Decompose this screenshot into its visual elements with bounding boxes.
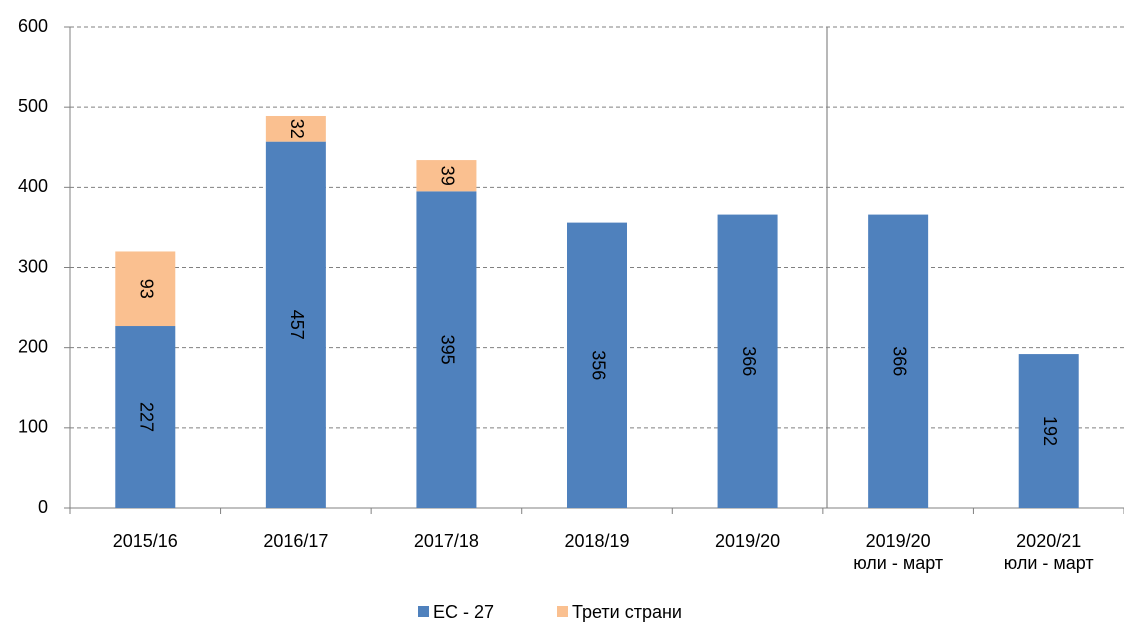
- data-label: 366: [889, 346, 909, 376]
- legend-swatch: [418, 606, 429, 617]
- y-tick-label: 100: [18, 417, 48, 437]
- data-label: 356: [588, 350, 608, 380]
- bar-segment: [868, 214, 929, 508]
- bar-segment: [115, 326, 176, 508]
- bar-segment: [115, 251, 176, 327]
- legend-swatch: [557, 606, 568, 617]
- data-label: 227: [137, 402, 157, 432]
- bar-segment: [265, 115, 326, 142]
- x-tick-label: 2020/21: [1016, 531, 1081, 551]
- x-tick-label: юли - март: [1004, 553, 1094, 573]
- x-tick-label: юли - март: [853, 553, 943, 573]
- data-label: 32: [287, 119, 307, 139]
- y-tick-label: 0: [38, 497, 48, 517]
- x-tick-label: 2019/20: [866, 531, 931, 551]
- data-label: 457: [287, 310, 307, 340]
- x-tick-label: 2015/16: [113, 531, 178, 551]
- bar-segment: [1018, 354, 1079, 508]
- y-tick-label: 500: [18, 96, 48, 116]
- bar-segment: [567, 222, 627, 508]
- legend-label: ЕС - 27: [433, 602, 494, 622]
- y-tick-label: 400: [18, 176, 48, 196]
- data-label: 366: [739, 346, 759, 376]
- x-tick-label: 2019/20: [715, 531, 780, 551]
- y-tick-label: 300: [18, 256, 48, 276]
- bar-segment: [416, 191, 477, 508]
- y-tick-label: 200: [18, 336, 48, 356]
- data-label: 39: [438, 166, 458, 186]
- x-tick-label: 2017/18: [414, 531, 479, 551]
- data-label: 93: [137, 279, 157, 299]
- x-tick-label: 2018/19: [564, 531, 629, 551]
- y-tick-label: 600: [18, 16, 48, 36]
- bar-segment: [416, 160, 477, 192]
- bar-segment: [265, 141, 326, 508]
- data-label: 395: [438, 335, 458, 365]
- x-tick-label: 2016/17: [263, 531, 328, 551]
- bar-segment: [717, 214, 778, 508]
- data-label: 192: [1040, 416, 1060, 446]
- legend-label: Трети страни: [572, 602, 682, 622]
